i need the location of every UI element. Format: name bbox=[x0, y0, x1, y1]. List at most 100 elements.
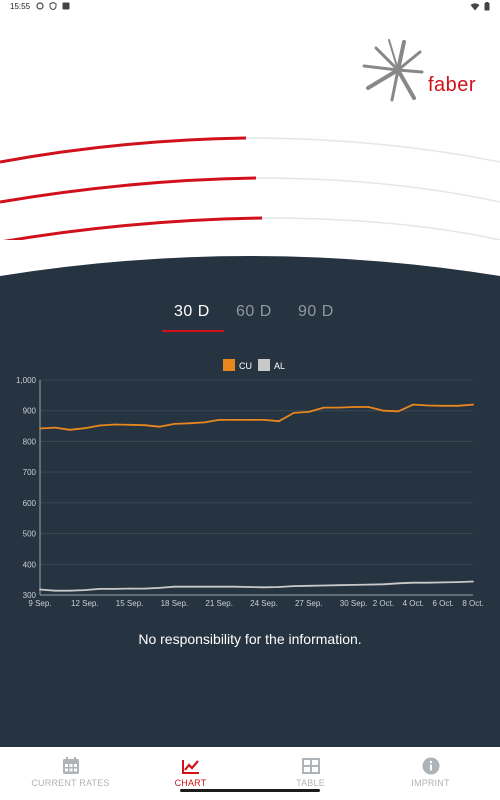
data-point-al bbox=[203, 585, 206, 588]
data-point-cu bbox=[113, 423, 116, 426]
data-point-al bbox=[442, 581, 445, 584]
data-point-cu bbox=[158, 425, 161, 428]
chart-icon bbox=[181, 760, 199, 774]
data-point-al bbox=[128, 587, 131, 590]
data-point-al bbox=[54, 589, 56, 592]
data-point-al bbox=[248, 586, 250, 588]
data-point-cu bbox=[128, 423, 131, 426]
data-point-cu bbox=[307, 411, 310, 413]
data-point-cu bbox=[218, 419, 221, 421]
bottom-navigation: CURRENT RATES CHART TABLE IMPRINT bbox=[0, 747, 500, 800]
nav-chart[interactable]: CHART bbox=[128, 747, 253, 800]
data-point-al bbox=[292, 585, 295, 587]
data-point-cu bbox=[203, 421, 206, 424]
x-tick-label: 18 Sep. bbox=[161, 599, 189, 608]
x-tick-label: 6 Oct. bbox=[432, 599, 453, 608]
data-point-al bbox=[158, 587, 161, 589]
data-point-al bbox=[397, 582, 400, 585]
data-point-al bbox=[113, 587, 116, 590]
chart-panel bbox=[0, 250, 500, 747]
tab-90-days[interactable]: 90 D bbox=[298, 303, 334, 320]
data-point-al bbox=[277, 586, 280, 588]
data-point-al bbox=[337, 584, 340, 587]
brand-name: faber bbox=[428, 74, 477, 96]
data-point-cu bbox=[382, 409, 385, 412]
data-point-cu bbox=[248, 419, 250, 421]
panel-curve-mask bbox=[0, 240, 500, 276]
y-tick-label: 1,000 bbox=[16, 376, 37, 385]
data-point-al bbox=[322, 584, 325, 587]
faber-logo-mark bbox=[362, 39, 424, 102]
tab-60-days[interactable]: 60 D bbox=[236, 303, 272, 320]
data-point-al bbox=[382, 583, 385, 586]
data-point-cu bbox=[277, 420, 280, 423]
data-point-al bbox=[39, 588, 41, 591]
x-tick-label: 8 Oct. bbox=[462, 599, 483, 608]
data-point-al bbox=[143, 587, 146, 590]
notification-icon bbox=[36, 2, 44, 10]
x-tick-label: 30 Sep. bbox=[340, 599, 368, 608]
faber-logo: faber bbox=[362, 38, 492, 102]
data-point-cu bbox=[39, 427, 41, 430]
battery-icon bbox=[484, 2, 490, 11]
data-point-cu bbox=[263, 419, 265, 421]
nav-current-rates[interactable]: CURRENT RATES bbox=[8, 747, 133, 800]
data-point-cu bbox=[397, 410, 400, 413]
data-point-cu bbox=[472, 403, 474, 406]
nav-label-current-rates: CURRENT RATES bbox=[31, 778, 110, 788]
data-point-al bbox=[412, 581, 415, 584]
nav-imprint[interactable]: IMPRINT bbox=[368, 747, 493, 800]
data-point-al bbox=[218, 585, 221, 588]
data-point-cu bbox=[233, 419, 236, 421]
data-point-al bbox=[68, 589, 71, 592]
x-tick-label: 24 Sep. bbox=[250, 599, 278, 608]
decorative-swoosh bbox=[0, 136, 500, 244]
data-point-cu bbox=[173, 423, 176, 425]
x-tick-label: 4 Oct. bbox=[403, 599, 424, 608]
data-point-cu bbox=[188, 422, 191, 425]
data-point-cu bbox=[54, 426, 56, 429]
y-tick-label: 400 bbox=[23, 560, 37, 569]
chart-legend: CU AL bbox=[223, 359, 285, 371]
status-bar: 15:55 bbox=[0, 0, 500, 14]
tab-30-days[interactable]: 30 D bbox=[174, 303, 210, 320]
data-point-al bbox=[472, 580, 474, 583]
data-point-cu bbox=[352, 406, 355, 408]
info-icon bbox=[422, 757, 439, 775]
data-point-al bbox=[188, 585, 191, 588]
y-tick-label: 500 bbox=[23, 530, 37, 539]
data-point-al bbox=[98, 587, 101, 590]
calendar-icon bbox=[62, 757, 79, 774]
active-tab-indicator bbox=[162, 330, 224, 332]
series-line-cu[interactable] bbox=[39, 403, 474, 431]
data-point-al bbox=[173, 585, 176, 588]
app-icon bbox=[62, 2, 70, 10]
data-point-al bbox=[352, 583, 355, 586]
x-tick-label: 27 Sep. bbox=[295, 599, 323, 608]
data-point-cu bbox=[83, 427, 86, 430]
price-chart: CU AL 300 400 500 600 700 800 900 1,000 9 Sep. 1… bbox=[16, 359, 484, 608]
series-line-al[interactable] bbox=[39, 580, 474, 592]
data-point-al bbox=[427, 581, 430, 584]
nav-table[interactable]: TABLE bbox=[248, 747, 373, 800]
data-point-cu bbox=[98, 424, 101, 427]
nav-active-indicator bbox=[180, 789, 320, 792]
data-point-cu bbox=[322, 406, 325, 409]
table-icon bbox=[301, 758, 320, 774]
panel-curve-fill bbox=[0, 258, 500, 290]
y-tick-label: 300 bbox=[23, 591, 37, 600]
data-point-al bbox=[263, 586, 265, 589]
status-time: 15:55 bbox=[10, 2, 31, 11]
x-tick-label: 15 Sep. bbox=[116, 599, 144, 608]
data-point-cu bbox=[457, 404, 459, 407]
data-point-cu bbox=[427, 404, 430, 407]
y-tick-label: 600 bbox=[23, 499, 37, 508]
data-point-al bbox=[457, 581, 459, 583]
data-point-al bbox=[307, 584, 310, 587]
y-tick-label: 700 bbox=[23, 468, 37, 477]
data-point-al bbox=[233, 585, 236, 588]
legend-label-al[interactable]: AL bbox=[274, 361, 285, 371]
legend-label-cu[interactable]: CU bbox=[239, 361, 252, 371]
x-tick-label: 12 Sep. bbox=[71, 599, 99, 608]
x-tick-label: 9 Sep. bbox=[28, 599, 51, 608]
